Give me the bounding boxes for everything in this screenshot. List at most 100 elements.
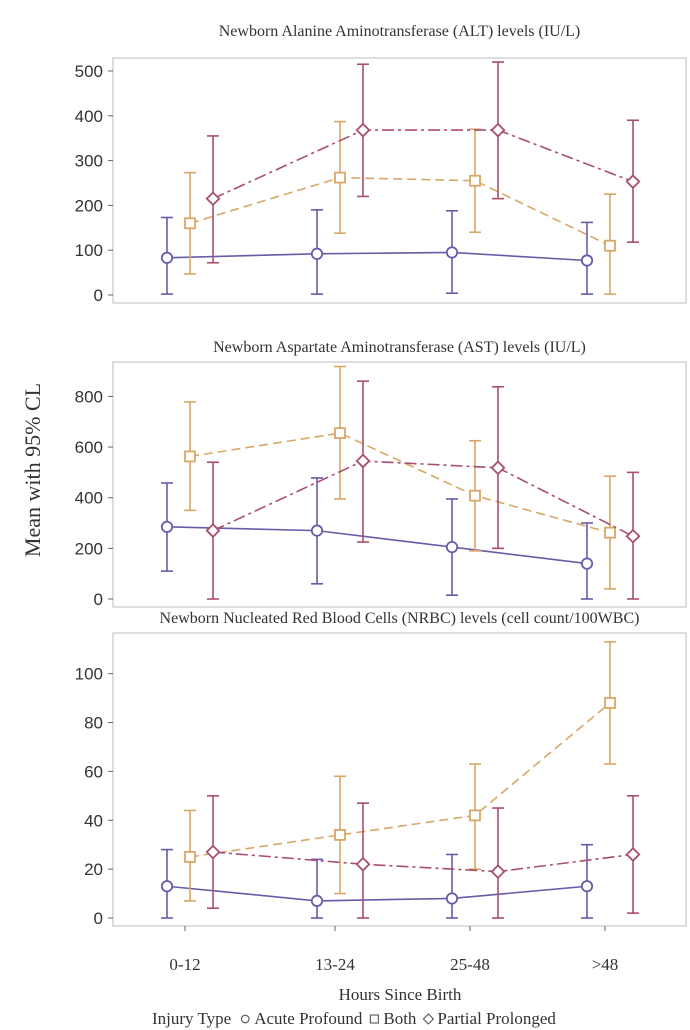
data-point [469, 174, 481, 187]
data-point [445, 892, 459, 905]
data-point [604, 239, 616, 252]
panel-2: Newborn Aspartate Aminotransferase (AST)… [75, 339, 687, 609]
plot-frame [112, 632, 687, 927]
y-tick-label: 60 [84, 762, 103, 781]
x-tick-label: 0-12 [169, 955, 200, 974]
data-point [184, 450, 196, 463]
data-point [604, 526, 616, 539]
series-line [189, 702, 611, 858]
data-point [490, 460, 506, 476]
x-tick-label: >48 [592, 955, 619, 974]
panel-3: Newborn Nucleated Red Blood Cells (NRBC)… [75, 610, 687, 928]
data-point [580, 254, 594, 267]
legend-title: Injury Type [152, 1009, 231, 1028]
series-partial-prolonged [205, 795, 641, 919]
data-point [334, 427, 346, 440]
data-point [205, 523, 221, 539]
y-tick-label: 100 [75, 665, 103, 684]
data-point [184, 851, 196, 863]
data-point [355, 453, 371, 469]
data-point [334, 171, 346, 184]
legend: Injury Type Acute Profound Both Partial Pro… [152, 1009, 556, 1028]
data-point [310, 894, 324, 907]
x-tick-label: 25-48 [450, 955, 490, 974]
y-tick-label: 200 [75, 196, 103, 215]
data-point [445, 246, 459, 259]
series-line [189, 432, 611, 534]
y-tick-label: 600 [75, 438, 103, 457]
data-point [310, 524, 324, 537]
y-tick-label: 400 [75, 489, 103, 508]
y-tick-label: 500 [75, 62, 103, 81]
y-axis-label: Mean with 95% CL [20, 383, 45, 557]
data-point [490, 122, 506, 138]
data-point [604, 697, 616, 709]
y-tick-label: 0 [94, 590, 103, 609]
y-tick-label: 100 [75, 241, 103, 260]
series-line [166, 526, 588, 565]
legend-item-partial-prolonged: Partial Prolonged [422, 1009, 556, 1028]
data-point [625, 174, 641, 190]
panel-title: Newborn Nucleated Red Blood Cells (NRBC)… [160, 610, 640, 627]
data-point [355, 856, 371, 872]
series-both [184, 641, 616, 902]
y-tick-label: 40 [84, 811, 103, 830]
data-point [355, 122, 371, 138]
panels: Newborn Alanine Aminotransferase (ALT) l… [75, 23, 687, 928]
data-point [205, 191, 221, 207]
panel-title: Newborn Alanine Aminotransferase (ALT) l… [219, 23, 581, 40]
data-point [160, 880, 174, 893]
data-point [490, 864, 506, 880]
data-point [625, 528, 641, 544]
plot-frame [112, 57, 687, 304]
series-partial-prolonged [205, 380, 641, 600]
series-line [166, 251, 588, 262]
y-tick-label: 300 [75, 152, 103, 171]
data-point [310, 247, 324, 260]
legend-item-both: Both [369, 1009, 417, 1028]
series-line [166, 885, 588, 902]
series-acute-profound [160, 843, 594, 919]
data-point [334, 829, 346, 841]
legend-item-acute-profound: Acute Profound [240, 1009, 363, 1028]
data-point [160, 520, 174, 533]
legend-label: Acute Profound [254, 1009, 363, 1028]
legend-label: Partial Prolonged [437, 1009, 556, 1028]
panel-1: Newborn Alanine Aminotransferase (ALT) l… [75, 23, 687, 305]
panel-title: Newborn Aspartate Aminotransferase (AST)… [213, 339, 586, 356]
x-tick-label: 13-24 [315, 955, 355, 974]
series-line [212, 129, 634, 200]
y-tick-label: 20 [84, 860, 103, 879]
data-point [469, 489, 481, 502]
data-point [469, 809, 481, 822]
data-point [580, 557, 594, 570]
data-point [580, 880, 594, 893]
data-point [445, 540, 459, 554]
data-point [625, 846, 641, 862]
series-line [212, 460, 634, 537]
y-tick-label: 80 [84, 714, 103, 733]
data-point [184, 217, 196, 230]
data-point [160, 251, 174, 264]
y-tick-label: 0 [94, 286, 103, 305]
legend-marker [422, 1013, 435, 1025]
x-axis-label: Hours Since Birth [339, 985, 462, 1004]
series-line [189, 176, 611, 247]
series-both [184, 120, 616, 295]
series-acute-profound [160, 477, 594, 600]
y-tick-label: 800 [75, 387, 103, 406]
y-tick-label: 200 [75, 539, 103, 558]
series-acute-profound [160, 209, 594, 295]
series-line [212, 851, 634, 873]
legend-label: Both [383, 1009, 417, 1028]
x-axis: 0-12 13-24 25-48 >48 [169, 926, 618, 974]
data-point [205, 844, 221, 860]
series-both [184, 365, 616, 590]
y-tick-label: 0 [94, 909, 103, 928]
y-tick-label: 400 [75, 107, 103, 126]
series-partial-prolonged [205, 61, 641, 264]
legend-marker [240, 1014, 250, 1024]
legend-marker [369, 1014, 379, 1024]
plot-frame [112, 361, 687, 608]
